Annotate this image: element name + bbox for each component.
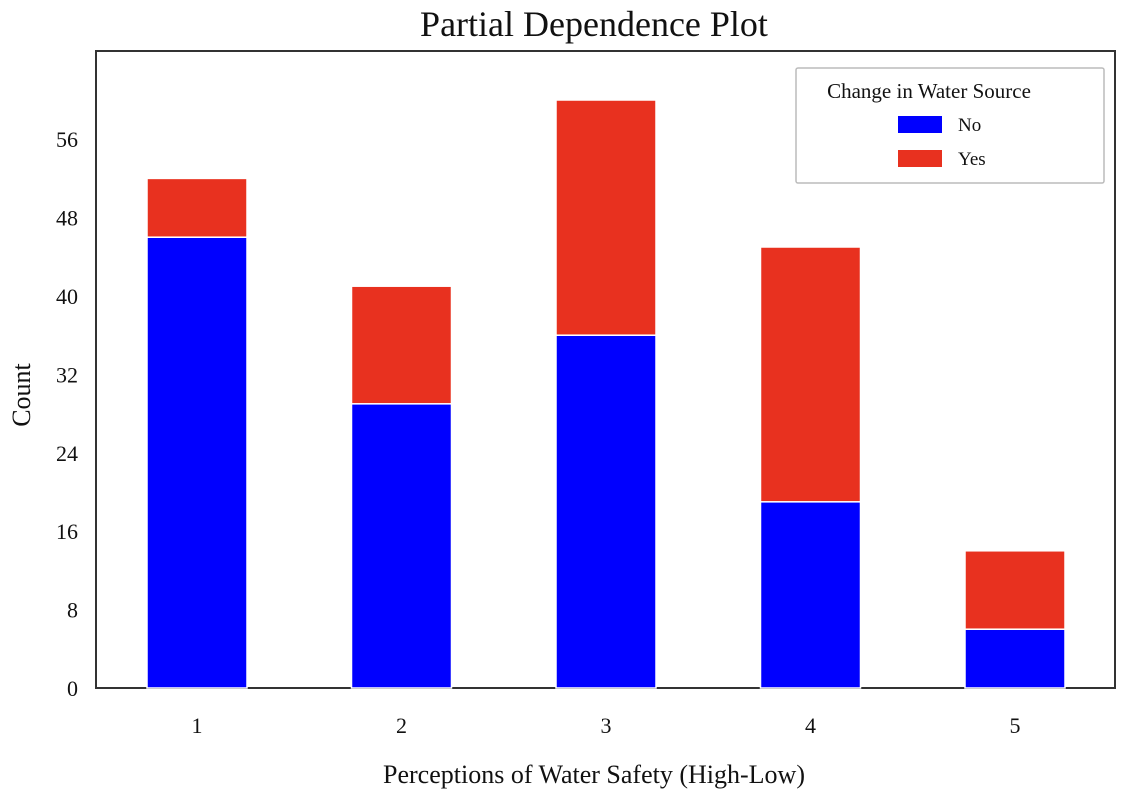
x-axis-title: Perceptions of Water Safety (High-Low) xyxy=(383,760,805,789)
bar-yes-4 xyxy=(759,246,862,503)
y-tick-label: 56 xyxy=(56,127,78,152)
legend-swatch-yes xyxy=(898,150,942,167)
bar-no-2 xyxy=(350,403,453,689)
y-tick-label: 8 xyxy=(67,598,78,623)
x-tick-label: 1 xyxy=(192,713,203,738)
bar-no-5 xyxy=(964,628,1066,689)
y-tick-label: 16 xyxy=(56,519,78,544)
y-axis: 0 8 16 24 32 40 48 56 xyxy=(56,127,78,701)
y-tick-label: 24 xyxy=(56,441,78,466)
y-tick-label: 48 xyxy=(56,206,78,231)
y-axis-title: Count xyxy=(7,362,36,426)
legend-label-yes: Yes xyxy=(958,149,986,170)
legend-swatch-no xyxy=(898,116,942,133)
y-tick-label: 0 xyxy=(67,676,78,701)
bar-yes-5 xyxy=(964,550,1066,630)
bar-yes-1 xyxy=(146,177,248,238)
y-tick-label: 40 xyxy=(56,284,78,309)
bar-no-4 xyxy=(759,501,862,689)
y-tick-label: 32 xyxy=(56,362,78,387)
x-tick-label: 3 xyxy=(601,713,612,738)
x-tick-label: 2 xyxy=(396,713,407,738)
x-axis: 1 2 3 4 5 xyxy=(192,713,1021,738)
bars-group xyxy=(146,99,1066,689)
bar-yes-2 xyxy=(350,285,453,405)
bar-no-3 xyxy=(555,334,657,689)
x-tick-label: 5 xyxy=(1010,713,1021,738)
legend-box xyxy=(795,67,1105,184)
bar-yes-3 xyxy=(555,99,657,336)
legend-title: Change in Water Source xyxy=(827,79,1031,103)
legend: Change in Water Source No Yes xyxy=(795,67,1105,184)
legend-label-no: No xyxy=(958,115,981,136)
chart-title: Partial Dependence Plot xyxy=(420,4,768,44)
x-tick-label: 4 xyxy=(805,713,816,738)
bar-no-1 xyxy=(146,236,248,689)
